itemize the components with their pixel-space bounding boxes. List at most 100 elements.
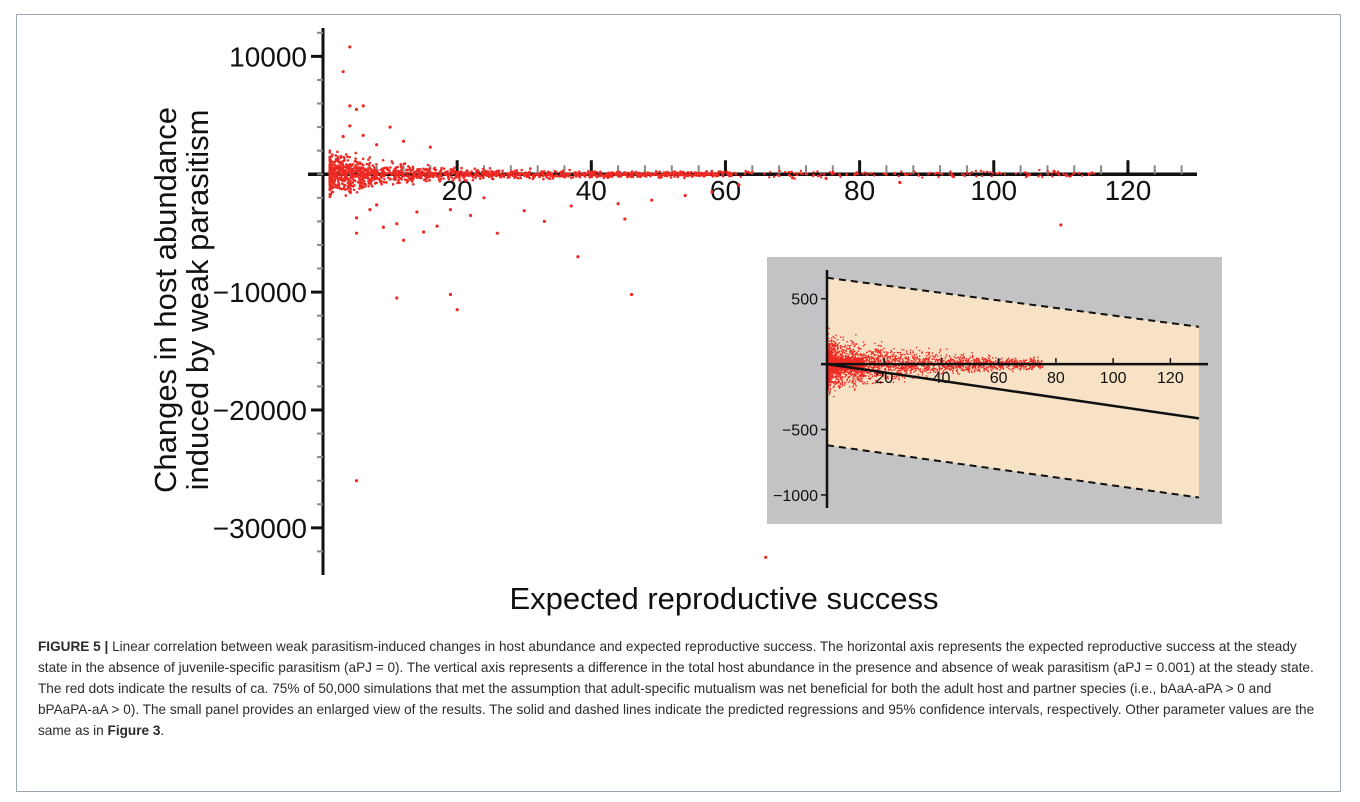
data-point <box>996 172 999 175</box>
inset-data-point <box>831 354 834 356</box>
inset-data-point <box>940 354 942 357</box>
data-point <box>669 173 672 176</box>
data-point <box>397 178 400 182</box>
inset-data-point <box>974 367 977 370</box>
inset-data-point <box>869 373 872 375</box>
inset-data-point <box>851 340 854 343</box>
data-point <box>448 207 453 212</box>
inset-data-point <box>881 349 884 351</box>
inset-data-point <box>839 346 842 349</box>
data-point <box>657 175 660 179</box>
data-point <box>1024 175 1028 179</box>
inset-data-point <box>877 348 879 351</box>
inset-data-point <box>838 342 840 344</box>
data-point <box>375 143 379 147</box>
inset-data-point <box>834 376 837 378</box>
inset-data-point <box>874 375 876 377</box>
inset-data-point <box>900 355 903 357</box>
data-point <box>392 172 395 175</box>
data-point <box>368 166 371 169</box>
inset-data-point <box>959 359 961 362</box>
inset-data-point <box>962 369 964 372</box>
data-point <box>391 183 395 186</box>
inset-data-point <box>855 371 858 374</box>
inset-data-point <box>899 353 902 356</box>
data-point <box>456 174 460 178</box>
data-point <box>962 173 965 176</box>
inset-data-point <box>915 369 917 372</box>
inset-data-point <box>833 395 835 398</box>
data-point <box>428 167 431 170</box>
inset-data-point <box>829 373 832 375</box>
inset-data-point <box>886 365 888 367</box>
inset-data-point <box>977 360 979 362</box>
data-point <box>412 171 416 175</box>
data-point <box>396 181 399 185</box>
data-point <box>408 171 411 175</box>
inset-data-point <box>953 361 956 364</box>
data-point <box>595 175 599 179</box>
data-point <box>576 255 580 259</box>
data-point <box>439 177 443 181</box>
inset-data-point <box>853 389 856 391</box>
data-point <box>332 167 336 171</box>
inset-data-point <box>849 372 851 374</box>
inset-data-point <box>936 370 939 373</box>
inset-data-point <box>958 366 961 369</box>
inset-data-point <box>864 382 867 385</box>
data-point <box>336 150 339 154</box>
inset-data-point <box>886 358 889 360</box>
data-point <box>665 172 669 176</box>
inset-data-point <box>944 367 947 369</box>
data-point <box>626 175 629 179</box>
data-point <box>520 168 524 172</box>
inset-data-point <box>884 355 887 358</box>
inset-data-point <box>970 360 973 362</box>
inset-data-point <box>830 346 832 349</box>
inset-data-point <box>874 382 877 384</box>
inset-data-point <box>919 368 922 370</box>
inset-data-point <box>842 346 844 348</box>
inset-data-point <box>849 356 852 360</box>
inset-data-point <box>990 369 993 372</box>
inset-data-point <box>1037 356 1039 359</box>
data-point <box>344 177 348 181</box>
data-point <box>624 171 627 175</box>
inset-data-point <box>942 370 945 372</box>
data-point <box>545 175 548 179</box>
inset-data-point <box>924 360 927 363</box>
data-point <box>394 176 397 180</box>
inset-data-point <box>909 351 912 354</box>
data-point <box>411 178 415 181</box>
inset-data-point <box>846 379 848 382</box>
inset-data-point <box>935 358 938 361</box>
data-point <box>342 183 346 186</box>
inset-data-point <box>978 368 981 370</box>
inset-data-point <box>961 361 963 363</box>
inset-data-point <box>863 360 866 362</box>
inset-data-point <box>919 370 922 373</box>
data-point <box>701 173 705 177</box>
inset-data-point <box>962 365 964 368</box>
inset-data-point <box>944 368 946 371</box>
data-point <box>407 165 410 168</box>
inset-data-point <box>880 353 883 355</box>
data-point <box>1064 173 1067 176</box>
data-point <box>486 174 490 177</box>
data-point <box>509 171 513 175</box>
inset-data-point <box>828 340 831 343</box>
inset-data-point <box>896 351 899 354</box>
data-point <box>395 296 399 300</box>
inset-data-point <box>1001 360 1004 363</box>
inset-data-point <box>912 350 914 352</box>
data-point <box>353 160 357 163</box>
inset-data-point <box>1002 367 1004 370</box>
inset-data-point <box>837 378 839 380</box>
data-point <box>401 173 405 177</box>
data-point <box>330 184 334 187</box>
data-point <box>669 176 673 179</box>
inset-data-point <box>920 361 923 363</box>
inset-data-point <box>852 380 854 382</box>
inset-data-point <box>898 369 900 372</box>
inset-data-point <box>965 358 968 360</box>
